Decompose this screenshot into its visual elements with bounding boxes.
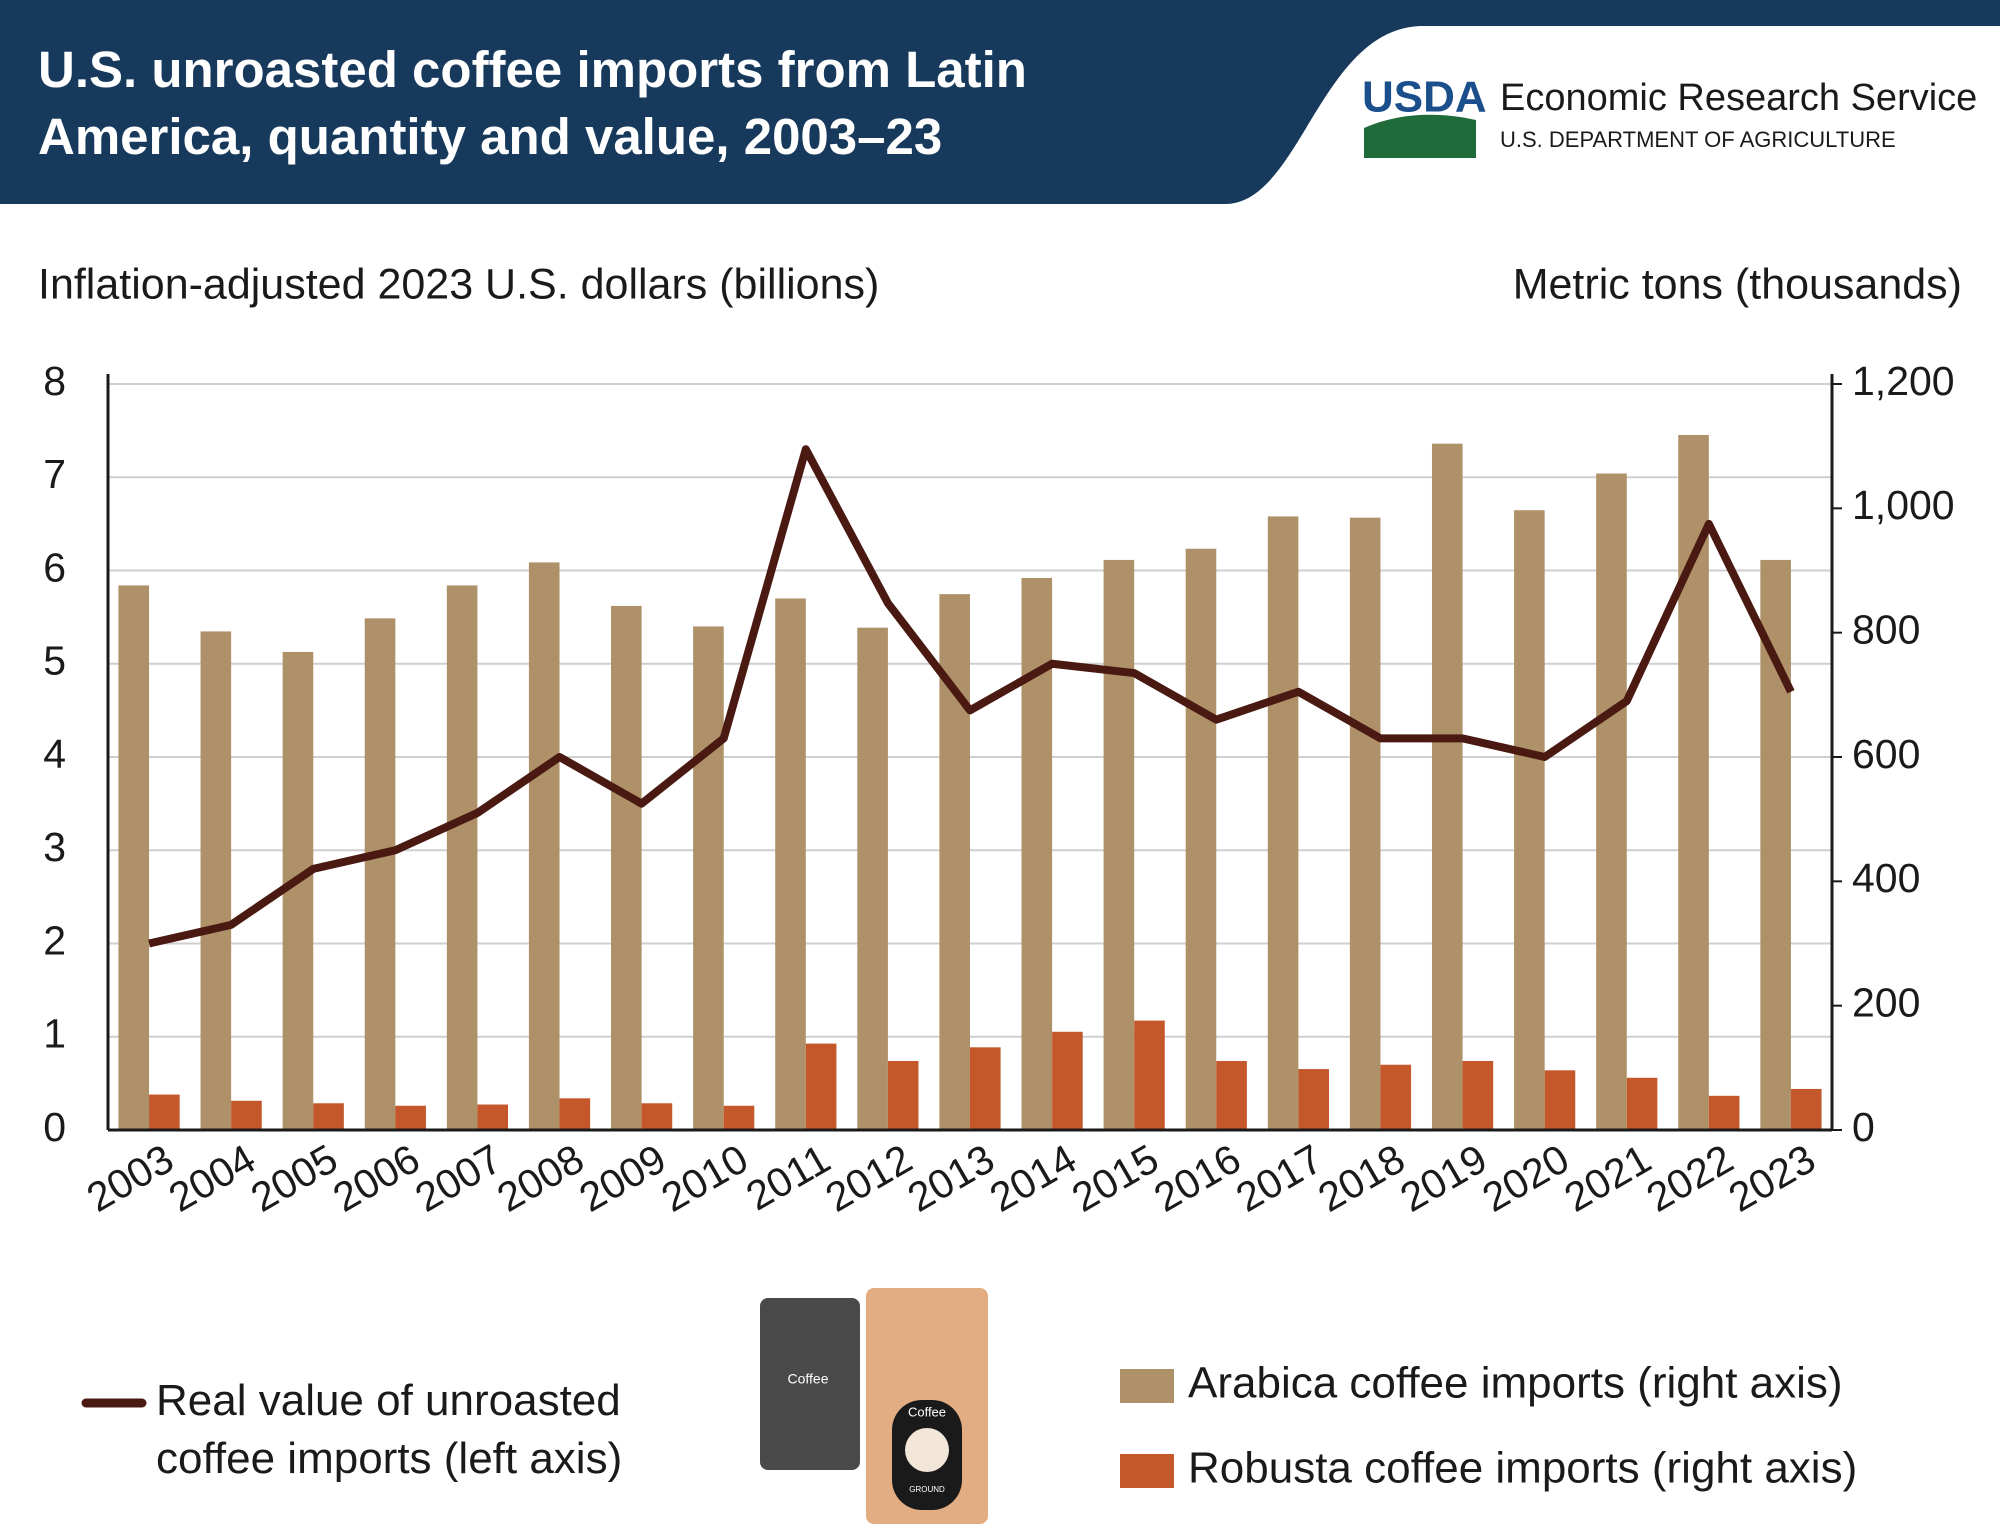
- bar: [641, 1103, 673, 1130]
- bag-right-sub: GROUND: [909, 1485, 945, 1494]
- bar: [1298, 1069, 1329, 1130]
- y-tick-label: 5: [43, 638, 66, 684]
- logo-mark: [1364, 114, 1476, 158]
- bar: [775, 598, 806, 1130]
- bar: [1790, 1088, 1822, 1130]
- bar: [857, 627, 888, 1130]
- bar: [611, 605, 642, 1130]
- bar: [1103, 559, 1135, 1130]
- bar: [446, 585, 478, 1130]
- bag-right-label: Coffee: [908, 1404, 946, 1419]
- y2-tick-label: 200: [1852, 979, 1920, 1025]
- bar: [1380, 1064, 1412, 1130]
- bar: [805, 1043, 837, 1130]
- y-tick-label: 2: [43, 917, 66, 963]
- bar: [559, 1098, 591, 1130]
- bar: [313, 1103, 344, 1130]
- bag-left-label: Coffee: [788, 1371, 829, 1387]
- legend-swatch: [1120, 1369, 1174, 1403]
- bar: [149, 1094, 180, 1130]
- x-tick-label: 2023: [1721, 1135, 1823, 1220]
- chart-title: U.S. unroasted coffee imports from Latin…: [38, 41, 1027, 165]
- coffee-illustration: Coffee Coffee GROUND: [760, 1288, 988, 1524]
- bag-cup: [905, 1428, 949, 1472]
- y-tick-label: 6: [43, 544, 66, 590]
- bar: [395, 1105, 426, 1130]
- legend-label: Arabica coffee imports (right axis): [1188, 1359, 1843, 1408]
- logo: USDA: [1362, 73, 1487, 122]
- y-tick-label: 0: [43, 1104, 66, 1150]
- org-name: Economic Research Service: [1500, 77, 1977, 119]
- line: [148, 445, 1795, 948]
- legend-label: Robusta coffee imports (right axis): [1188, 1444, 1857, 1493]
- bar: [1544, 1070, 1576, 1130]
- y2-tick-label: 0: [1852, 1104, 1875, 1150]
- y2-tick-label: 1,200: [1852, 358, 1955, 404]
- bar: [970, 1047, 1001, 1130]
- dept-name: U.S. DEPARTMENT OF AGRICULTURE: [1500, 127, 1896, 152]
- bar: [1596, 473, 1627, 1130]
- y2-tick-label: 400: [1852, 855, 1920, 901]
- y-tick-label: 4: [43, 731, 66, 777]
- y2-tick-label: 1,000: [1852, 482, 1955, 528]
- bar: [528, 562, 560, 1130]
- bar: [1216, 1060, 1247, 1130]
- y2-axis-label: Metric tons (thousands): [1513, 260, 1962, 308]
- y-tick-label: 7: [43, 451, 66, 497]
- bar: [1267, 516, 1299, 1130]
- bar: [1626, 1077, 1658, 1130]
- y-tick-label: 3: [43, 824, 66, 870]
- logo-panel: [1225, 26, 2000, 204]
- bar: [1514, 510, 1545, 1130]
- legend-swatch: [1120, 1454, 1174, 1488]
- bar: [1134, 1020, 1165, 1130]
- bar: [723, 1105, 755, 1130]
- bar: [1462, 1060, 1494, 1130]
- bag-left: [760, 1298, 860, 1470]
- y-tick-label: 8: [43, 358, 66, 404]
- bar: [1431, 443, 1463, 1130]
- y-axis-label: Inflation-adjusted 2023 U.S. dollars (bi…: [38, 260, 879, 308]
- y2-tick-label: 600: [1852, 731, 1920, 777]
- bar: [364, 618, 396, 1130]
- y2-tick-label: 800: [1852, 606, 1920, 652]
- legend-label: Real value of unroasted coffee imports (…: [156, 1376, 623, 1483]
- bar: [693, 626, 724, 1130]
- bar: [1708, 1095, 1740, 1130]
- bar: [200, 631, 232, 1130]
- bar: [477, 1104, 509, 1130]
- bar: [231, 1100, 262, 1130]
- bar: [1185, 548, 1217, 1130]
- bar: [118, 585, 150, 1130]
- bar: [1052, 1031, 1083, 1130]
- bar: [1349, 517, 1381, 1130]
- bar: [1021, 577, 1053, 1130]
- y-tick-label: 1: [43, 1011, 66, 1057]
- bar: [887, 1060, 919, 1130]
